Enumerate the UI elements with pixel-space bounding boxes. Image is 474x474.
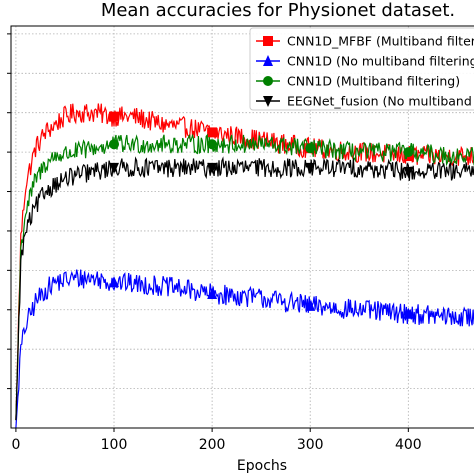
legend-marker bbox=[263, 76, 273, 86]
series-line bbox=[15, 156, 474, 421]
legend-label: CNN1D_MFBF (Multiband filtering) bbox=[287, 34, 474, 49]
legend-item: CNN1D_MFBF (Multiband filtering) bbox=[256, 34, 474, 49]
series-line bbox=[15, 133, 474, 421]
x-tick-label: 0 bbox=[11, 437, 20, 453]
x-axis-label: Epochs bbox=[237, 458, 287, 474]
series-marker bbox=[305, 143, 316, 154]
series-marker bbox=[403, 147, 414, 158]
series-marker bbox=[403, 166, 414, 178]
series-marker bbox=[207, 288, 218, 299]
legend-box bbox=[249, 27, 474, 111]
legend-marker bbox=[263, 36, 273, 46]
series-line bbox=[15, 103, 474, 421]
series-marker bbox=[109, 111, 120, 122]
plot-frame bbox=[10, 25, 474, 429]
chart-title: Mean accuracies for Physionet dataset. bbox=[101, 0, 455, 21]
series-marker bbox=[109, 276, 120, 288]
legend-label: CNN1D (Multiband filtering) bbox=[287, 74, 460, 89]
series-layer bbox=[15, 103, 474, 429]
series-3 bbox=[15, 156, 474, 421]
x-tick-label: 100 bbox=[101, 437, 128, 453]
x-tick-label: 200 bbox=[199, 437, 226, 453]
series-2 bbox=[15, 133, 474, 421]
legend-label: CNN1D (No multiband filtering) bbox=[287, 54, 474, 69]
series-marker bbox=[403, 307, 414, 319]
series-marker bbox=[305, 162, 316, 174]
x-tick-label: 400 bbox=[395, 437, 422, 453]
x-tick-label: 300 bbox=[297, 437, 324, 453]
series-marker bbox=[207, 127, 218, 138]
legend-item: CNN1D (Multiband filtering) bbox=[256, 74, 460, 89]
series-1 bbox=[15, 269, 474, 429]
series-marker bbox=[207, 162, 218, 174]
legend-item: CNN1D (No multiband filtering) bbox=[256, 54, 474, 69]
series-marker bbox=[109, 139, 120, 150]
series-marker bbox=[207, 139, 218, 150]
x-axis-ticks: 0 100 200 300 400 bbox=[7, 33, 422, 453]
legend-marker bbox=[263, 55, 273, 66]
series-marker bbox=[109, 162, 120, 174]
series-line bbox=[15, 269, 474, 429]
legend-label: EEGNet_fusion (No multiband filtering) bbox=[287, 94, 474, 109]
legend-item: EEGNet_fusion (No multiband filtering) bbox=[256, 94, 474, 109]
legend-marker bbox=[263, 96, 273, 107]
legend: CNN1D_MFBF (Multiband filtering) CNN1D (N… bbox=[249, 27, 474, 111]
series-marker bbox=[305, 299, 316, 311]
